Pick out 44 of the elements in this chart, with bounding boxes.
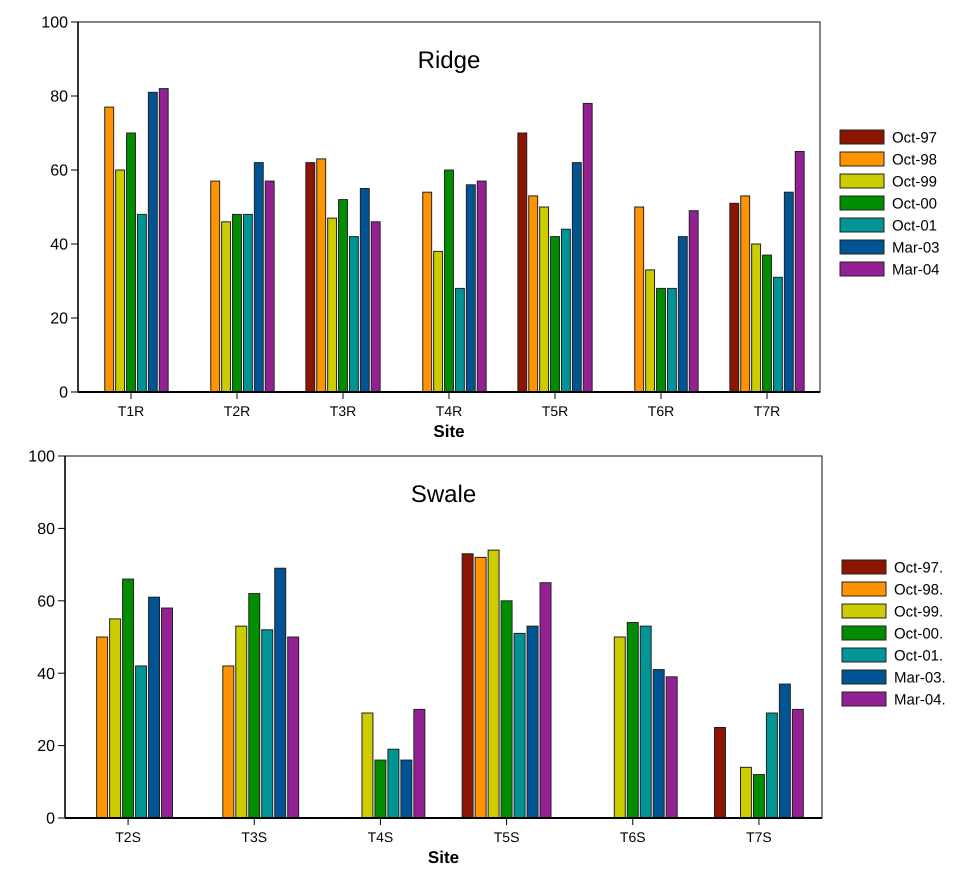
x-tick-label: T7R	[754, 403, 780, 419]
legend-label: Oct-99.	[894, 603, 944, 620]
legend-label: Oct-00	[892, 195, 938, 212]
y-tick-label: 0	[59, 384, 68, 402]
text: Swale	[410, 481, 476, 508]
legend-label: Mar-03.	[894, 669, 946, 686]
x-axis-title: Site	[428, 848, 460, 867]
y-tick-label: 0	[46, 810, 56, 828]
legend-label: Mar-04	[892, 261, 940, 278]
y-tick-label: 20	[50, 310, 68, 328]
legend-label: Oct-98.	[894, 581, 944, 598]
legend-label: Oct-97.	[894, 559, 944, 576]
legend-label: Oct-98	[892, 151, 938, 168]
text: Ridge	[418, 47, 480, 74]
legend-label: Oct-01	[892, 217, 938, 234]
y-tick-label: 40	[50, 236, 68, 254]
y-tick-label: 20	[37, 738, 56, 756]
legend-label: Mar-04.	[894, 691, 946, 708]
x-tick-label: T3R	[330, 403, 356, 419]
legend-label: Oct-00.	[894, 625, 944, 642]
x-tick-label: T7S	[746, 829, 772, 845]
y-tick-label: 80	[37, 521, 56, 538]
x-tick-label: T4S	[368, 829, 394, 845]
x-tick-label: T3S	[241, 829, 268, 845]
x-axis-title: Site	[433, 422, 465, 441]
y-tick-label: 60	[37, 593, 56, 610]
x-tick-label: T6S	[620, 829, 646, 845]
y-tick-label: 80	[50, 88, 68, 106]
y-tick-label: 40	[37, 666, 56, 683]
legend-label: Oct-01.	[894, 647, 944, 664]
x-tick-label: T2S	[115, 829, 141, 845]
legend-label: Oct-97	[892, 129, 938, 146]
bar	[714, 727, 726, 818]
x-tick-label: T5S	[494, 829, 520, 845]
y-tick-label: 60	[50, 162, 68, 180]
legend-label: Oct-99	[892, 173, 938, 190]
x-tick-label: T4R	[436, 403, 462, 419]
x-tick-label: T6R	[648, 403, 674, 419]
x-tick-label: T1R	[118, 403, 144, 419]
y-tick-label: 100	[28, 448, 56, 466]
x-tick-label: T5R	[542, 403, 568, 419]
y-tick-label: 100	[41, 14, 68, 32]
x-tick-label: T2R	[224, 403, 250, 419]
legend-label: Mar-03	[892, 239, 940, 256]
